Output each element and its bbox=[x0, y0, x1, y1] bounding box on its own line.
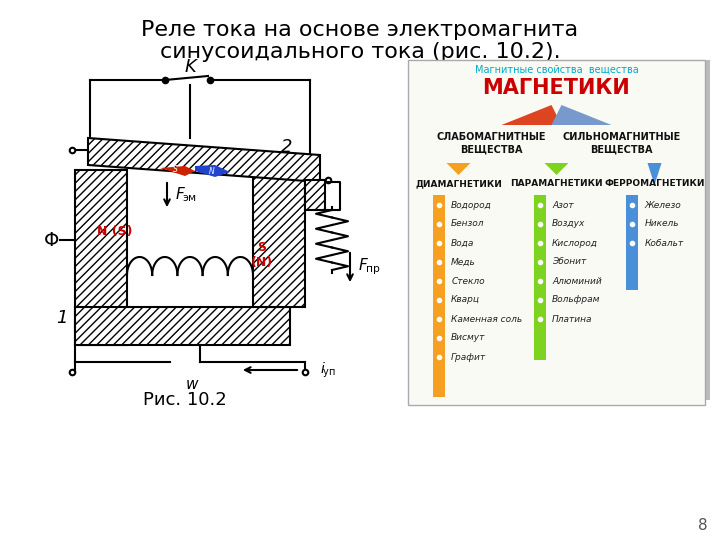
Text: 2: 2 bbox=[282, 138, 293, 156]
Text: Висмут: Висмут bbox=[451, 334, 485, 342]
Text: Эбонит: Эбонит bbox=[552, 258, 587, 267]
Text: Алюминий: Алюминий bbox=[552, 276, 602, 286]
Polygon shape bbox=[647, 163, 662, 185]
Polygon shape bbox=[502, 105, 562, 125]
Text: ДИАМАГНЕТИКИ: ДИАМАГНЕТИКИ bbox=[415, 179, 502, 188]
Text: Платина: Платина bbox=[552, 314, 593, 323]
Text: K: K bbox=[184, 58, 196, 76]
Bar bbox=[75, 170, 127, 345]
Text: N (S): N (S) bbox=[97, 226, 132, 239]
Polygon shape bbox=[544, 163, 569, 175]
Text: Реле тока на основе электромагнита: Реле тока на основе электромагнита bbox=[141, 20, 579, 40]
Polygon shape bbox=[195, 165, 230, 177]
Bar bbox=[305, 180, 325, 210]
Bar bbox=[408, 60, 705, 405]
Text: S: S bbox=[173, 165, 177, 174]
Text: Азот: Азот bbox=[552, 200, 574, 210]
Text: ФЕРРОМАГНЕТИКИ: ФЕРРОМАГНЕТИКИ bbox=[604, 179, 705, 188]
Text: w: w bbox=[186, 377, 198, 392]
Text: $F_{\!\mathsf{эм}}$: $F_{\!\mathsf{эм}}$ bbox=[175, 186, 197, 204]
Text: Воздух: Воздух bbox=[552, 219, 585, 228]
Text: Кобальт: Кобальт bbox=[644, 239, 683, 247]
Text: Магнитные свойства  вещества: Магнитные свойства вещества bbox=[474, 65, 639, 75]
Text: Стекло: Стекло bbox=[451, 276, 485, 286]
Polygon shape bbox=[552, 105, 611, 125]
Bar bbox=[75, 307, 290, 345]
Text: Каменная соль: Каменная соль bbox=[451, 314, 523, 323]
Text: 1: 1 bbox=[56, 309, 68, 327]
Polygon shape bbox=[160, 166, 195, 176]
Text: Вода: Вода bbox=[451, 239, 474, 247]
Text: синусоидального тока (рис. 10.2).: синусоидального тока (рис. 10.2). bbox=[160, 42, 560, 62]
Bar bbox=[534, 195, 546, 360]
Text: 8: 8 bbox=[698, 518, 708, 534]
Text: Железо: Железо bbox=[644, 200, 681, 210]
Text: Медь: Медь bbox=[451, 258, 476, 267]
Bar bbox=[626, 195, 639, 290]
Text: Графит: Графит bbox=[451, 353, 487, 361]
Text: МАГНЕТИКИ: МАГНЕТИКИ bbox=[482, 78, 631, 98]
Text: S
(N): S (N) bbox=[251, 241, 273, 269]
Text: Никель: Никель bbox=[644, 219, 679, 228]
Polygon shape bbox=[88, 138, 320, 182]
Text: N: N bbox=[209, 166, 215, 176]
Bar bbox=[433, 195, 445, 397]
Polygon shape bbox=[446, 163, 470, 175]
Text: ПАРАМАГНЕТИКИ: ПАРАМАГНЕТИКИ bbox=[510, 179, 603, 188]
Text: $i_{\!\mathsf{уп}}$: $i_{\!\mathsf{уп}}$ bbox=[320, 360, 336, 380]
Text: Бензол: Бензол bbox=[451, 219, 485, 228]
Text: Водород: Водород bbox=[451, 200, 492, 210]
Text: Кислород: Кислород bbox=[552, 239, 598, 247]
Text: СИЛЬНОМАГНИТНЫЕ
ВЕЩЕСТВА: СИЛЬНОМАГНИТНЫЕ ВЕЩЕСТВА bbox=[563, 132, 681, 154]
Text: Рис. 10.2: Рис. 10.2 bbox=[143, 391, 227, 409]
Bar bbox=[253, 170, 305, 307]
Text: Вольфрам: Вольфрам bbox=[552, 295, 600, 305]
Text: $F_{\!\mathsf{пр}}$: $F_{\!\mathsf{пр}}$ bbox=[358, 256, 380, 278]
Bar bbox=[705, 60, 710, 400]
Text: Кварц: Кварц bbox=[451, 295, 480, 305]
Text: Φ: Φ bbox=[45, 231, 60, 249]
Text: СЛАБОМАГНИТНЫЕ
ВЕЩЕСТВА: СЛАБОМАГНИТНЫЕ ВЕЩЕСТВА bbox=[436, 132, 546, 154]
